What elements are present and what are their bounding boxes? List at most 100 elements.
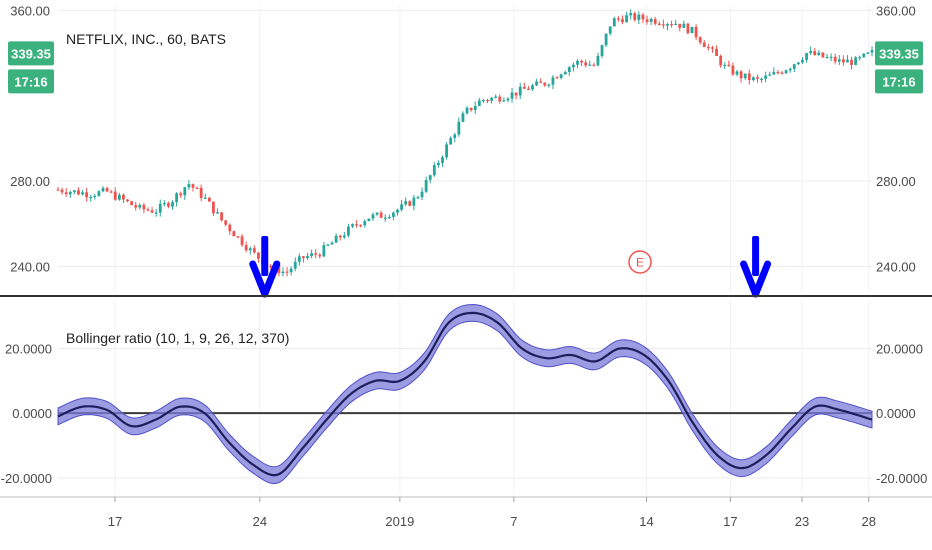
candle-body [203, 197, 207, 199]
indicator-pane[interactable]: Bollinger ratio (10, 1, 9, 26, 12, 370) … [1, 300, 928, 494]
candle-body [138, 204, 142, 208]
candle-body [760, 78, 763, 80]
earnings-marker[interactable]: E [628, 250, 652, 274]
earnings-circle [628, 250, 652, 274]
candle-body [555, 77, 559, 79]
price-y-tick-label: 240.00 [876, 259, 916, 274]
indicator-y-tick-label: 0.0000 [12, 406, 52, 421]
candle-body [723, 64, 727, 67]
candle-body [580, 60, 583, 63]
candle-body [142, 204, 146, 210]
price-pane[interactable]: E NETFLIX, INC., 60, BATS 360.00 280.00 24… [8, 3, 923, 298]
candle-body [146, 209, 150, 211]
candle-body [784, 70, 788, 74]
candle-body [371, 214, 375, 219]
candle-body [535, 81, 538, 86]
earnings-label: E [636, 256, 644, 270]
candle-body [363, 221, 367, 226]
candle-body [101, 188, 105, 192]
candle-body [735, 71, 739, 75]
time-axis-tick-label: 17 [108, 514, 122, 529]
candle-body [97, 191, 101, 196]
down-arrow-signal [249, 236, 281, 298]
candle-body [686, 23, 690, 34]
candle-body [277, 264, 281, 274]
candle-body [420, 191, 424, 198]
candle-body [711, 47, 714, 49]
last-price-tag-right [875, 41, 923, 66]
candle-body [322, 245, 326, 257]
candle-body [743, 73, 747, 79]
candle-body [608, 26, 612, 34]
candle-body [113, 191, 117, 200]
price-y-axis-left[interactable]: 360.00 280.00 240.00 [10, 3, 50, 274]
candle-body [780, 72, 784, 74]
candle-body [477, 100, 481, 106]
candle-body [670, 24, 673, 26]
candle-body [359, 225, 363, 227]
candle-body [179, 193, 183, 196]
candle-body [330, 242, 334, 245]
candle-body [584, 62, 588, 66]
candle-body [494, 96, 498, 98]
price-y-axis-right[interactable]: 360.00 280.00 240.00 [876, 3, 916, 274]
candle-body [130, 201, 134, 206]
candle-body [240, 236, 244, 246]
candle-body [850, 59, 853, 65]
candle-body [498, 96, 502, 102]
candle-body [248, 248, 252, 251]
time-axis-tick-label: 7 [510, 514, 517, 529]
time-axis[interactable]: 17 24 2019 7 14 17 23 28 [0, 496, 932, 529]
candle-body [85, 192, 89, 198]
candle-body [445, 144, 448, 158]
candle-body [257, 252, 260, 259]
candle-body [629, 13, 633, 16]
candle-body [387, 216, 391, 219]
candle-body [772, 72, 776, 75]
candle-body [645, 19, 649, 23]
candle-body [191, 184, 195, 188]
candle-body [633, 13, 637, 20]
time-axis-tick-label: 24 [253, 514, 267, 529]
candle-body [122, 194, 125, 200]
countdown-tag-right [875, 69, 923, 94]
candle-body [437, 162, 440, 166]
candle-body [833, 56, 837, 62]
candle-body [539, 81, 543, 83]
price-y-tick-label: 240.00 [10, 259, 50, 274]
candle-body [821, 52, 825, 58]
candle-body [306, 255, 309, 259]
candle-body [551, 77, 555, 85]
indicator-y-axis-left[interactable]: 20.0000 0.0000 -20.0000 [1, 342, 52, 486]
candle-body [813, 51, 817, 56]
indicator-y-axis-right[interactable]: 20.0000 0.0000 -20.0000 [876, 342, 927, 486]
candle-body [424, 179, 428, 192]
candle-body [465, 107, 469, 114]
price-y-tick-label: 360.00 [876, 3, 916, 18]
candle-body [657, 23, 661, 25]
candle-body [408, 201, 412, 206]
bollinger-ratio-line [57, 311, 873, 477]
time-axis-tick-label: 17 [723, 514, 737, 529]
down-arrow-signal [740, 236, 772, 298]
arrow-shaft [752, 236, 760, 276]
candle-body [383, 217, 387, 219]
candle-body [72, 190, 76, 192]
candle-body [93, 195, 97, 198]
candle-body [502, 100, 506, 102]
bollinger-band [57, 303, 873, 484]
candle-body [285, 271, 289, 273]
candle-body [731, 65, 735, 75]
candle-body [858, 56, 862, 59]
candle-body [158, 203, 162, 213]
candle-body [854, 57, 858, 65]
candle-body [719, 55, 723, 66]
candle-body [518, 86, 522, 96]
candle-body [792, 64, 796, 69]
candle-body [453, 134, 457, 139]
candle-body [461, 113, 465, 122]
candle-body [117, 194, 121, 200]
candle-body [64, 192, 68, 195]
price-candles [56, 9, 874, 277]
